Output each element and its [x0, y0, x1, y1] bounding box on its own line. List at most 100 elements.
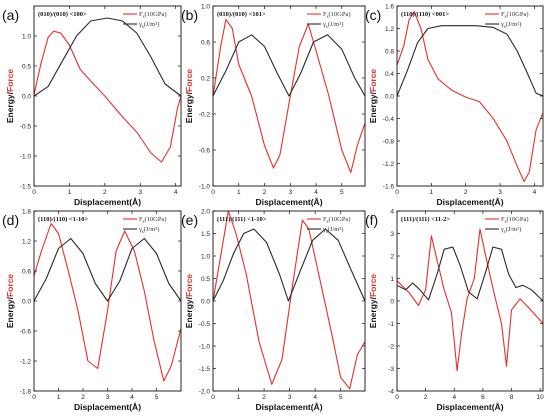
panel-2: 0 1 2 3 4 5 -1.0 -0.6 -0.2 0.2 0.6 1.0 Displacement(… [181, 3, 366, 207]
x-tick-label: 3 [498, 189, 502, 196]
legend-symbol: γ [138, 226, 142, 233]
y-axis-label-force: Force [5, 274, 15, 297]
y-tick-label: 4 [390, 208, 394, 215]
energy-series-line [34, 237, 181, 302]
legend-symbol: γ [500, 21, 504, 28]
legend-subscript: s [143, 15, 145, 20]
x-tick-label: 4 [130, 394, 134, 401]
x-axis-label: Displacement(Å) [255, 197, 322, 207]
y-tick-label: 3 [390, 231, 394, 238]
x-tick-label: 0 [32, 189, 36, 196]
legend-unit: (10GPa) [329, 11, 351, 18]
y-tick-label: -1 [388, 321, 394, 328]
legend-subscript: s [505, 220, 507, 225]
y-tick-label: -1.5 [199, 366, 211, 373]
y-tick-label: 0.8 [385, 48, 394, 55]
panel-6: 0 2 4 6 8 10-4-3-2-101234Displacement(Å)Energ… [365, 208, 544, 412]
energy-series-line [213, 228, 365, 302]
legend-symbol: F [323, 216, 327, 223]
legend-subscript: s [327, 220, 329, 225]
y-tick-label: -1.8 [20, 388, 32, 395]
legend-symbol: F [501, 216, 505, 223]
legend-subscript: s [326, 230, 328, 235]
legend-entry: Fs(10GPa) [323, 216, 351, 225]
x-tick-label: 3 [106, 394, 110, 401]
y-tick-label: 1.0 [201, 3, 210, 10]
plot-frame [33, 5, 182, 187]
energy-series-line [397, 246, 543, 302]
legend-unit: (J/m²) [506, 226, 522, 233]
y-tick-label: -1.2 [383, 161, 395, 168]
x-tick-label: 0 [211, 189, 215, 196]
x-tick-label: 0 [32, 394, 36, 401]
y-tick-label: -0.6 [199, 147, 211, 154]
legend-entry: γs(J/m²) [138, 226, 159, 235]
y-axis-label-energy: Energy [368, 94, 378, 123]
y-axis-label-force: Force [5, 69, 15, 92]
y-axis-label-separator: / [368, 91, 378, 94]
x-tick-label: 4 [533, 189, 537, 196]
y-axis-label: Energy/Force [368, 274, 378, 329]
legend-entry: Fs(10GPa) [501, 11, 529, 20]
legend-symbol: F [501, 11, 505, 18]
x-axis-label: Displacement(Å) [74, 197, 141, 207]
energy-series-line [213, 34, 365, 97]
y-axis-label-separator: / [368, 296, 378, 299]
y-axis-label-force: Force [368, 69, 378, 92]
y-tick-label: 0.6 [22, 268, 31, 275]
x-tick-label: 5 [339, 394, 343, 401]
energy-series-line [34, 17, 181, 97]
legend-unit: (10GPa) [329, 216, 351, 223]
legend-subscript: s [504, 25, 506, 30]
legend-symbol: γ [322, 226, 326, 233]
panel-label: (d) [2, 212, 19, 228]
y-axis-label-force: Force [368, 274, 378, 297]
legend-entry: Fs(10GPa) [501, 216, 529, 225]
y-tick-label: -0.5 [20, 123, 32, 130]
x-tick-label: 8 [510, 394, 514, 401]
legend-subscript: s [142, 25, 144, 30]
y-axis-label-force: Force [184, 69, 194, 92]
y-axis-label-separator: / [184, 91, 194, 94]
y-tick-label: -1.2 [20, 358, 32, 365]
force-series-line [34, 222, 181, 382]
y-axis-label: Energy/Force [184, 274, 194, 329]
panel-label: (f) [365, 212, 378, 228]
plot-frame [212, 210, 366, 392]
legend-subscript: s [143, 220, 145, 225]
y-axis-label: Energy/Force [184, 69, 194, 124]
x-tick-label: 2 [81, 394, 85, 401]
x-tick-label: 10 [537, 394, 545, 401]
x-axis-label: Displacement(Å) [436, 197, 503, 207]
y-tick-label: -4 [388, 388, 394, 395]
y-tick-label: -2.0 [199, 388, 211, 395]
panel-title: (110)/(110) <001> [401, 11, 449, 18]
panel-label: (b) [181, 7, 198, 23]
x-axis-label: Displacement(Å) [436, 402, 503, 412]
x-tick-label: 2 [262, 394, 266, 401]
x-tick-label: 0 [211, 394, 215, 401]
y-tick-label: 1 [390, 276, 394, 283]
legend-unit: (J/m²) [328, 226, 344, 233]
legend-entry: γs(J/m²) [322, 21, 343, 30]
x-tick-label: 4 [313, 394, 317, 401]
x-axis-label: Displacement(Å) [255, 402, 322, 412]
panel-label: (c) [365, 7, 381, 23]
y-axis-label: Energy/Force [368, 69, 378, 124]
y-tick-label: 0.5 [22, 63, 31, 70]
x-tick-label: 3 [288, 394, 292, 401]
y-tick-label: 0.2 [201, 75, 210, 82]
legend-unit: (J/m²) [144, 226, 160, 233]
y-tick-label: -1.5 [20, 183, 32, 190]
x-tick-label: 3 [288, 189, 292, 196]
y-tick-label: -3 [388, 366, 394, 373]
y-tick-label: -0.8 [383, 138, 395, 145]
y-tick-label: -1.0 [20, 153, 32, 160]
legend-symbol: γ [500, 226, 504, 233]
x-tick-label: 5 [155, 394, 159, 401]
panel-5: 0 1 2 3 4 5 -2.0 -1.5 -1.0 -0.5 0.0 0.5 1.0 1.5 2.0 Dis… [181, 208, 366, 412]
legend-subscript: s [504, 230, 506, 235]
y-tick-label: 1.0 [22, 33, 31, 40]
y-tick-label: -0.4 [383, 116, 395, 123]
